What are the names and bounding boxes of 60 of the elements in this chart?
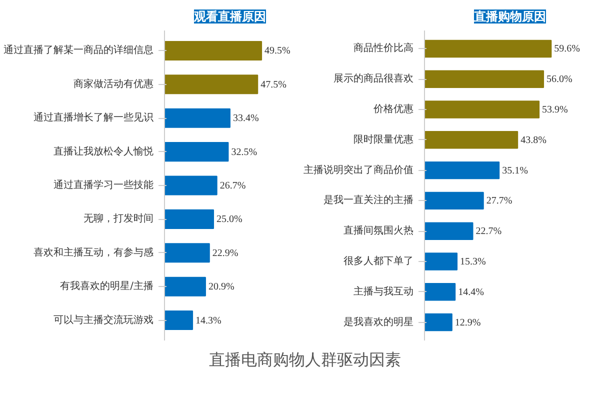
data-label: 33.4%: [232, 113, 259, 124]
bar: [424, 313, 452, 332]
data-label: 12.9%: [454, 317, 481, 328]
data-label: 27.7%: [486, 196, 512, 207]
bar: [164, 276, 206, 296]
data-label: 53.9%: [542, 104, 568, 116]
bar: [164, 74, 258, 94]
y-tick-label: 商品性价比高: [354, 42, 414, 54]
bar: [164, 142, 229, 162]
bar: [424, 131, 518, 149]
bar: [164, 310, 194, 330]
y-tick-label: 无聊，打发时间: [84, 212, 154, 225]
data-label: 14.3%: [196, 315, 222, 326]
y-tick-label: 通过直播学习一些技能: [54, 179, 154, 191]
bar: [424, 192, 484, 210]
bar: [424, 222, 474, 240]
data-label: 25.0%: [216, 214, 242, 226]
bar: [164, 209, 214, 229]
data-label: 15.3%: [460, 256, 486, 268]
data-label: 43.8%: [520, 134, 546, 146]
data-label: 22.9%: [212, 248, 238, 259]
bar: [424, 161, 500, 180]
bar: [424, 70, 544, 88]
y-tick-label: 喜欢和主播互动，有参与感: [34, 246, 154, 258]
y-tick-label: 通过直播增长了解一些见识: [34, 112, 154, 124]
y-tick-label: 直播间氛围火热: [344, 224, 414, 237]
y-tick-label: 主播说明突出了商品价值: [304, 164, 414, 176]
data-label: 14.4%: [458, 286, 484, 298]
y-tick-label: 可以与主播交流玩游戏: [54, 314, 154, 326]
text: 直播电商购物人群驱动因素: [209, 350, 401, 371]
bar: [164, 176, 218, 196]
data-label: 26.7%: [220, 180, 246, 192]
chart-title: 直播购物原因: [473, 10, 546, 24]
chart-title: 观看直播原因: [193, 10, 266, 24]
y-tick-label: 是我一直关注的主播: [324, 194, 414, 206]
bar: [424, 283, 456, 301]
y-tick-label: 限时限量优惠: [354, 133, 414, 146]
y-tick-label: 通过直播了解某一商品的详细信息: [4, 44, 154, 56]
data-label: 22.7%: [476, 226, 502, 238]
data-label: 32.5%: [231, 146, 258, 158]
bar: [424, 252, 458, 270]
y-tick-label: 展示的商品很喜欢: [334, 72, 414, 85]
y-tick-label: 有我喜欢的明星/主播: [60, 280, 154, 292]
y-tick-label: 主播与我互动: [354, 285, 414, 298]
data-label: 47.5%: [260, 79, 286, 90]
data-label: 20.9%: [208, 282, 234, 293]
data-label: 56.0%: [546, 74, 572, 86]
y-tick-label: 是我喜欢的明星: [344, 316, 414, 328]
bar: [164, 40, 262, 60]
bar: [164, 243, 210, 263]
bar: [424, 40, 552, 58]
y-tick-label: 价格优惠: [372, 103, 414, 116]
y-tick-label: 很多人都下单了: [344, 254, 414, 267]
data-label: 35.1%: [502, 165, 528, 176]
y-tick-label: 直播让我放松令人愉悦: [54, 145, 154, 158]
bar: [424, 100, 540, 118]
data-label: 59.6%: [554, 44, 580, 55]
y-tick-label: 商家做活动有优惠: [74, 78, 154, 90]
data-label: 49.5%: [264, 46, 290, 57]
bar: [164, 108, 230, 128]
